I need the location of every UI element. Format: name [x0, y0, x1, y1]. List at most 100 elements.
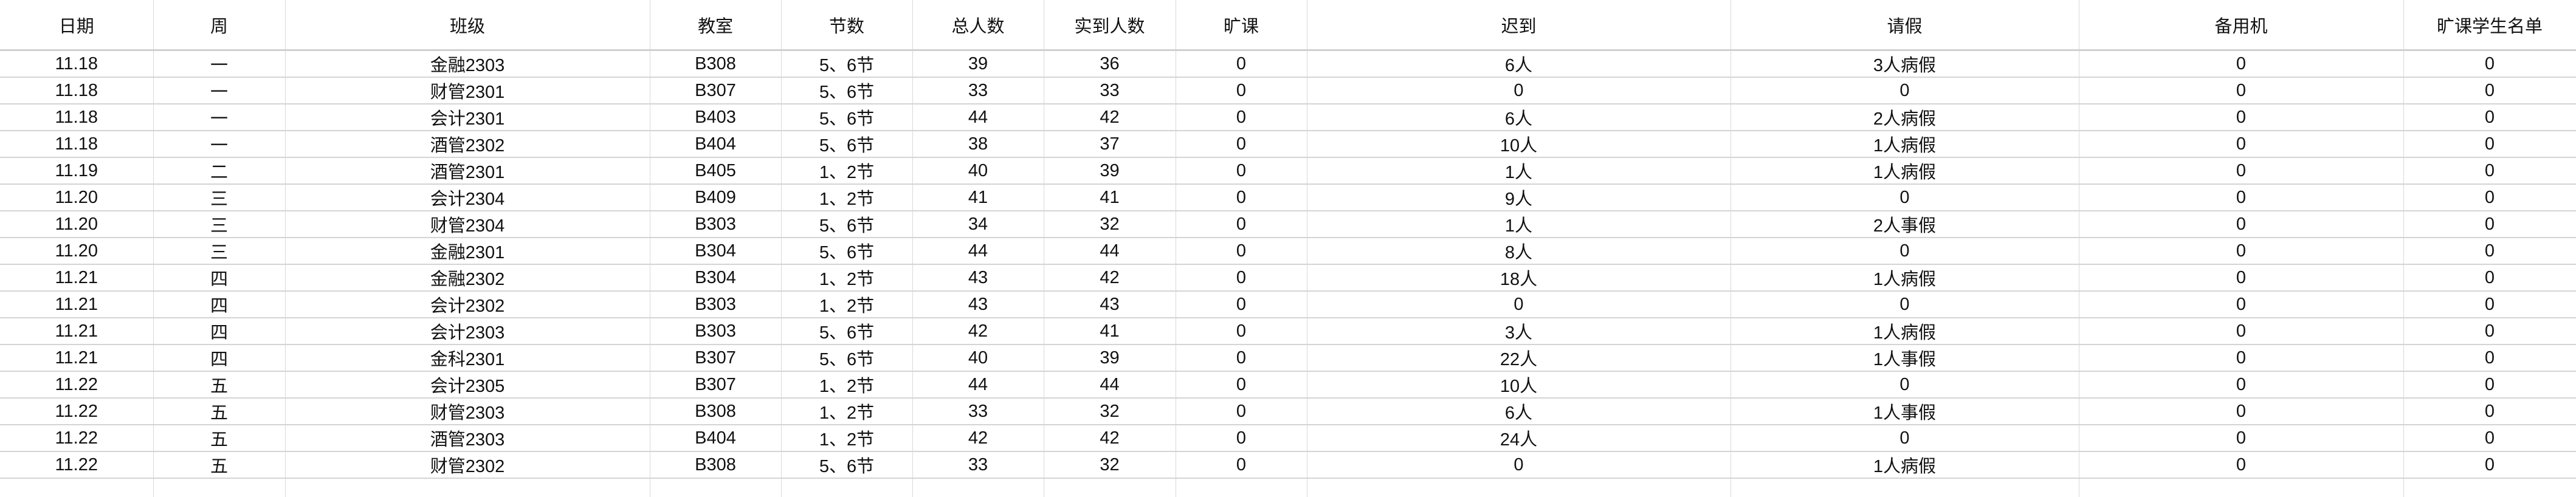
cell-weekday[interactable]: 四: [153, 344, 286, 372]
empty-cell[interactable]: [912, 478, 1044, 497]
cell-leave[interactable]: 0: [1731, 371, 2079, 399]
column-header-periods[interactable]: 节数: [781, 0, 913, 51]
cell-total[interactable]: 42: [912, 318, 1044, 345]
cell-date[interactable]: 11.20: [0, 211, 154, 238]
cell-date[interactable]: 11.22: [0, 425, 154, 452]
cell-late[interactable]: 10人: [1307, 131, 1731, 158]
cell-classroom[interactable]: B308: [650, 398, 782, 425]
cell-leave[interactable]: 2人事假: [1731, 211, 2079, 238]
column-header-weekday[interactable]: 周: [153, 0, 286, 51]
cell-late[interactable]: 8人: [1307, 238, 1731, 265]
cell-total[interactable]: 38: [912, 131, 1044, 158]
cell-absent-list[interactable]: 0: [2403, 184, 2576, 211]
cell-late[interactable]: 22人: [1307, 344, 1731, 372]
cell-periods[interactable]: 5、6节: [781, 318, 913, 345]
cell-spare-device[interactable]: 0: [2079, 50, 2404, 78]
cell-leave[interactable]: 1人病假: [1731, 157, 2079, 185]
cell-date[interactable]: 11.18: [0, 77, 154, 105]
cell-spare-device[interactable]: 0: [2079, 264, 2404, 292]
cell-absent-list[interactable]: 0: [2403, 50, 2576, 78]
cell-classroom[interactable]: B405: [650, 157, 782, 185]
cell-weekday[interactable]: 四: [153, 318, 286, 345]
cell-periods[interactable]: 1、2节: [781, 264, 913, 292]
cell-present[interactable]: 36: [1044, 50, 1176, 78]
empty-cell[interactable]: [2079, 478, 2404, 497]
cell-periods[interactable]: 5、6节: [781, 50, 913, 78]
empty-cell[interactable]: [153, 478, 286, 497]
cell-class[interactable]: 会计2303: [285, 318, 650, 345]
cell-total[interactable]: 44: [912, 238, 1044, 265]
cell-late[interactable]: 0: [1307, 77, 1731, 105]
column-header-date[interactable]: 日期: [0, 0, 154, 51]
cell-absent-list[interactable]: 0: [2403, 157, 2576, 185]
cell-date[interactable]: 11.19: [0, 157, 154, 185]
cell-present[interactable]: 37: [1044, 131, 1176, 158]
cell-weekday[interactable]: 一: [153, 50, 286, 78]
cell-leave[interactable]: 1人病假: [1731, 131, 2079, 158]
cell-leave[interactable]: 0: [1731, 425, 2079, 452]
cell-absent[interactable]: 0: [1176, 264, 1307, 292]
cell-classroom[interactable]: B409: [650, 184, 782, 211]
cell-present[interactable]: 42: [1044, 264, 1176, 292]
empty-cell[interactable]: [1731, 478, 2079, 497]
cell-late[interactable]: 0: [1307, 291, 1731, 318]
cell-class[interactable]: 财管2302: [285, 451, 650, 479]
cell-absent[interactable]: 0: [1176, 211, 1307, 238]
column-header-present[interactable]: 实到人数: [1044, 0, 1176, 51]
cell-spare-device[interactable]: 0: [2079, 131, 2404, 158]
cell-date[interactable]: 11.18: [0, 131, 154, 158]
cell-class[interactable]: 金融2301: [285, 238, 650, 265]
cell-absent[interactable]: 0: [1176, 371, 1307, 399]
cell-absent-list[interactable]: 0: [2403, 131, 2576, 158]
cell-absent[interactable]: 0: [1176, 77, 1307, 105]
cell-classroom[interactable]: B307: [650, 77, 782, 105]
cell-total[interactable]: 43: [912, 291, 1044, 318]
cell-date[interactable]: 11.21: [0, 264, 154, 292]
empty-cell[interactable]: [1307, 478, 1731, 497]
cell-late[interactable]: 3人: [1307, 318, 1731, 345]
cell-spare-device[interactable]: 0: [2079, 451, 2404, 479]
cell-date[interactable]: 11.22: [0, 451, 154, 479]
cell-weekday[interactable]: 一: [153, 131, 286, 158]
cell-spare-device[interactable]: 0: [2079, 184, 2404, 211]
cell-class[interactable]: 酒管2301: [285, 157, 650, 185]
cell-late[interactable]: 9人: [1307, 184, 1731, 211]
cell-present[interactable]: 33: [1044, 77, 1176, 105]
cell-late[interactable]: 1人: [1307, 211, 1731, 238]
empty-cell[interactable]: [2403, 478, 2576, 497]
cell-total[interactable]: 33: [912, 77, 1044, 105]
column-header-total[interactable]: 总人数: [912, 0, 1044, 51]
cell-classroom[interactable]: B303: [650, 211, 782, 238]
cell-leave[interactable]: 1人事假: [1731, 398, 2079, 425]
cell-class[interactable]: 财管2303: [285, 398, 650, 425]
cell-absent-list[interactable]: 0: [2403, 264, 2576, 292]
cell-spare-device[interactable]: 0: [2079, 425, 2404, 452]
cell-weekday[interactable]: 三: [153, 238, 286, 265]
cell-classroom[interactable]: B303: [650, 318, 782, 345]
cell-leave[interactable]: 1人病假: [1731, 264, 2079, 292]
cell-absent[interactable]: 0: [1176, 344, 1307, 372]
cell-spare-device[interactable]: 0: [2079, 157, 2404, 185]
cell-present[interactable]: 32: [1044, 398, 1176, 425]
cell-present[interactable]: 43: [1044, 291, 1176, 318]
cell-date[interactable]: 11.21: [0, 291, 154, 318]
cell-present[interactable]: 39: [1044, 157, 1176, 185]
cell-weekday[interactable]: 一: [153, 77, 286, 105]
column-header-spare-device[interactable]: 备用机: [2079, 0, 2404, 51]
cell-spare-device[interactable]: 0: [2079, 238, 2404, 265]
cell-total[interactable]: 39: [912, 50, 1044, 78]
cell-class[interactable]: 会计2305: [285, 371, 650, 399]
empty-cell[interactable]: [0, 478, 154, 497]
cell-absent-list[interactable]: 0: [2403, 291, 2576, 318]
cell-absent-list[interactable]: 0: [2403, 451, 2576, 479]
cell-spare-device[interactable]: 0: [2079, 318, 2404, 345]
cell-class[interactable]: 酒管2303: [285, 425, 650, 452]
cell-total[interactable]: 40: [912, 157, 1044, 185]
cell-date[interactable]: 11.21: [0, 318, 154, 345]
cell-absent-list[interactable]: 0: [2403, 344, 2576, 372]
cell-class[interactable]: 会计2302: [285, 291, 650, 318]
cell-periods[interactable]: 5、6节: [781, 344, 913, 372]
cell-periods[interactable]: 1、2节: [781, 425, 913, 452]
cell-weekday[interactable]: 五: [153, 451, 286, 479]
cell-late[interactable]: 18人: [1307, 264, 1731, 292]
